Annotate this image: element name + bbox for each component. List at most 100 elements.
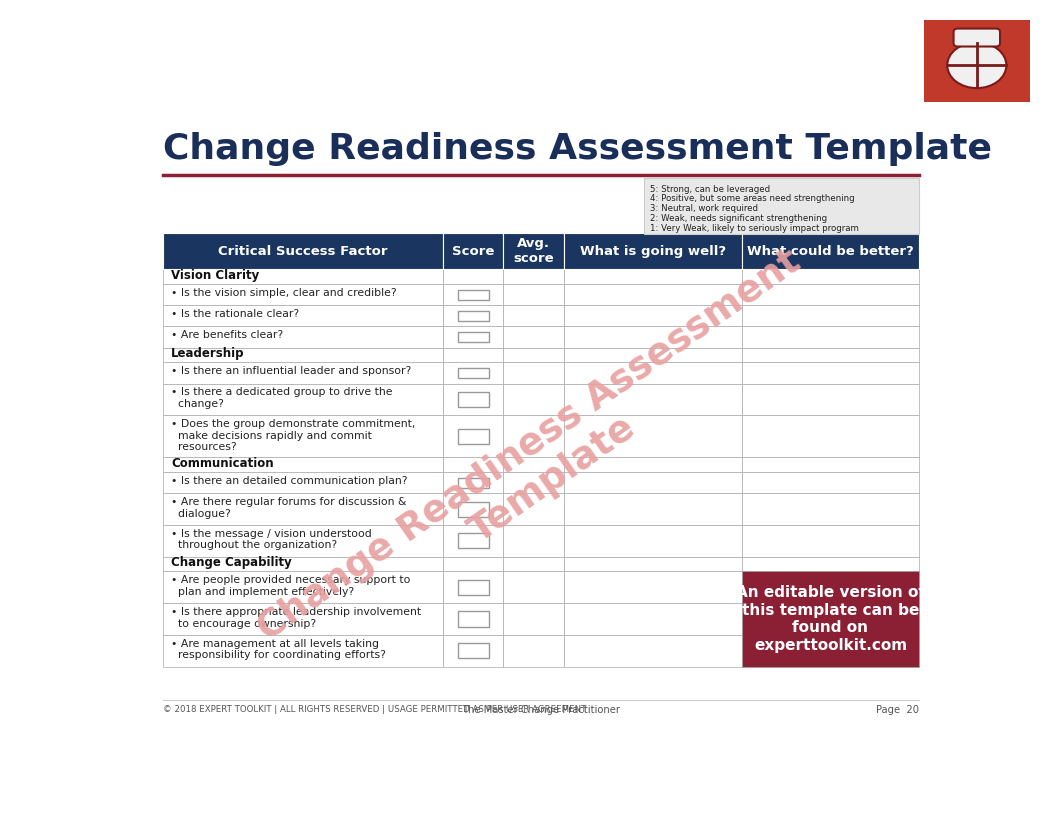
Text: • Is there a dedicated group to drive the
  change?: • Is there a dedicated group to drive th… xyxy=(171,388,393,409)
Bar xyxy=(163,362,442,384)
Bar xyxy=(163,269,442,284)
Bar xyxy=(504,384,564,415)
FancyBboxPatch shape xyxy=(954,29,1000,47)
Text: • Are people provided necessary support to
  plan and implement effectively?: • Are people provided necessary support … xyxy=(171,575,411,596)
Bar xyxy=(564,557,741,571)
Text: 1: Very Weak, likely to seriously impact program: 1: Very Weak, likely to seriously impact… xyxy=(650,224,859,233)
Bar xyxy=(741,362,920,384)
Bar xyxy=(504,348,564,362)
Text: The Master Change Practitioner: The Master Change Practitioner xyxy=(463,705,620,715)
Text: © 2018 EXPERT TOOLKIT | ALL RIGHTS RESERVED | USAGE PERMITTED AS PER USER AGREEM: © 2018 EXPERT TOOLKIT | ALL RIGHTS RESER… xyxy=(163,705,586,714)
Bar xyxy=(442,571,504,603)
Bar xyxy=(163,233,442,269)
Bar xyxy=(564,233,741,269)
Bar xyxy=(457,580,489,595)
Bar xyxy=(457,502,489,517)
Bar xyxy=(163,603,442,635)
Bar xyxy=(504,362,564,384)
Text: Vision Clarity: Vision Clarity xyxy=(171,269,260,282)
Bar xyxy=(163,326,442,348)
Text: • Is there an influential leader and sponsor?: • Is there an influential leader and spo… xyxy=(171,366,412,376)
Bar xyxy=(163,305,442,326)
Bar xyxy=(741,525,920,557)
Bar xyxy=(442,326,504,348)
Bar xyxy=(457,477,489,488)
Bar xyxy=(442,415,504,458)
Text: Change Readiness Assessment
Template: Change Readiness Assessment Template xyxy=(251,243,831,681)
Bar xyxy=(457,332,489,343)
Text: • Is the rationale clear?: • Is the rationale clear? xyxy=(171,309,300,319)
Bar xyxy=(564,525,741,557)
Bar xyxy=(564,571,741,603)
Bar xyxy=(741,326,920,348)
Bar xyxy=(564,494,741,525)
Bar xyxy=(442,384,504,415)
Text: What is going well?: What is going well? xyxy=(580,245,725,258)
Text: • Are benefits clear?: • Are benefits clear? xyxy=(171,330,283,340)
Bar xyxy=(504,571,564,603)
Text: • Are there regular forums for discussion &
  dialogue?: • Are there regular forums for discussio… xyxy=(171,497,407,519)
Bar xyxy=(163,415,442,458)
Bar xyxy=(442,269,504,284)
Bar xyxy=(504,603,564,635)
Bar xyxy=(564,415,741,458)
Bar xyxy=(741,233,920,269)
Bar xyxy=(504,326,564,348)
Bar xyxy=(504,269,564,284)
Bar xyxy=(442,362,504,384)
Bar xyxy=(504,284,564,305)
Bar xyxy=(163,635,442,667)
Bar xyxy=(741,472,920,494)
Bar xyxy=(442,284,504,305)
Text: • Are management at all levels taking
  responsibility for coordinating efforts?: • Are management at all levels taking re… xyxy=(171,639,386,660)
Text: Leadership: Leadership xyxy=(171,348,245,360)
Text: Critical Success Factor: Critical Success Factor xyxy=(219,245,388,258)
Text: • Is the vision simple, clear and credible?: • Is the vision simple, clear and credib… xyxy=(171,288,397,298)
Bar xyxy=(741,415,920,458)
Bar xyxy=(442,233,504,269)
Bar xyxy=(163,284,442,305)
Bar xyxy=(564,603,741,635)
Circle shape xyxy=(947,42,1006,88)
Bar xyxy=(457,428,489,444)
Text: 2: Weak, needs significant strengthening: 2: Weak, needs significant strengthening xyxy=(650,214,827,223)
Text: Change Capability: Change Capability xyxy=(171,557,293,570)
Bar xyxy=(741,603,920,635)
Text: What could be better?: What could be better? xyxy=(747,245,913,258)
Bar xyxy=(504,233,564,269)
Bar xyxy=(457,290,489,300)
Text: Score: Score xyxy=(452,245,494,258)
Text: • Is there appropriate leadership involvement
  to encourage ownership?: • Is there appropriate leadership involv… xyxy=(171,607,421,628)
Bar xyxy=(741,458,920,472)
Bar xyxy=(457,392,489,407)
Bar xyxy=(741,557,920,571)
Bar xyxy=(163,348,442,362)
Bar xyxy=(741,384,920,415)
Bar xyxy=(564,348,741,362)
Bar xyxy=(442,494,504,525)
Bar xyxy=(564,326,741,348)
Bar xyxy=(741,635,920,667)
Text: Change Readiness Assessment Template: Change Readiness Assessment Template xyxy=(163,132,992,166)
Bar xyxy=(163,557,442,571)
Bar xyxy=(741,348,920,362)
Text: Page  20: Page 20 xyxy=(876,705,920,715)
Bar xyxy=(442,305,504,326)
Bar xyxy=(457,611,489,627)
FancyBboxPatch shape xyxy=(643,179,920,233)
Bar xyxy=(442,635,504,667)
Text: • Is the message / vision understood
  throughout the organization?: • Is the message / vision understood thr… xyxy=(171,529,372,551)
Text: • Is there an detailed communication plan?: • Is there an detailed communication pla… xyxy=(171,476,408,486)
Bar xyxy=(442,348,504,362)
Bar xyxy=(442,525,504,557)
Bar xyxy=(741,305,920,326)
Bar xyxy=(564,362,741,384)
Bar xyxy=(504,305,564,326)
Bar xyxy=(741,269,920,284)
FancyBboxPatch shape xyxy=(921,18,1033,104)
Bar xyxy=(564,635,741,667)
Bar xyxy=(504,458,564,472)
Bar xyxy=(457,368,489,379)
Bar xyxy=(442,603,504,635)
Bar xyxy=(741,284,920,305)
